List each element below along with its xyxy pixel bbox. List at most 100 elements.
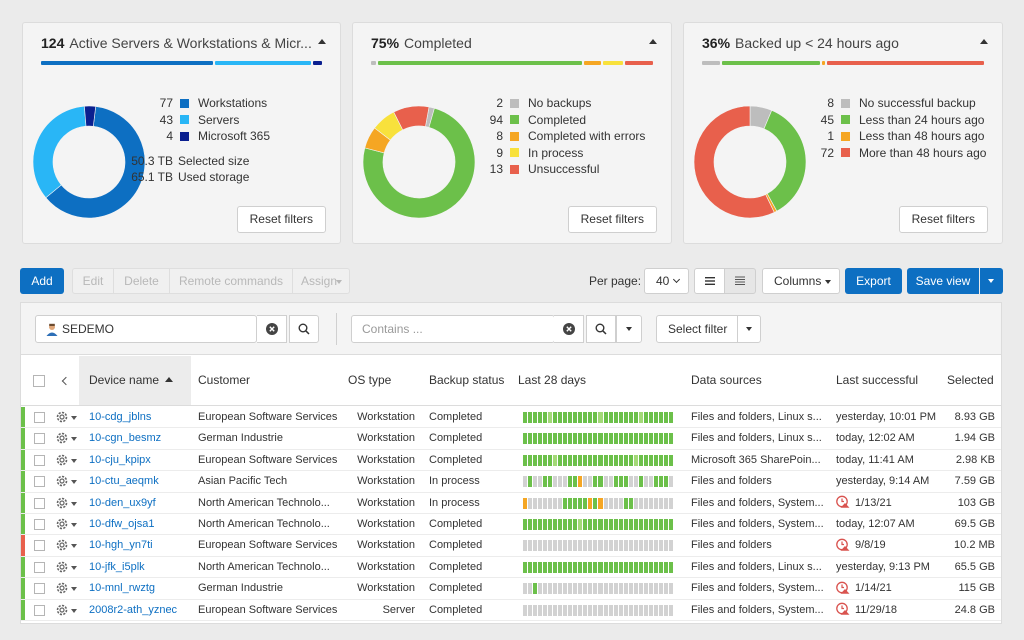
device-name-link[interactable]: 10-den_ux9yf — [89, 496, 156, 509]
gear-icon[interactable] — [55, 560, 69, 574]
column-customer[interactable]: Customer — [198, 373, 251, 387]
donut-slice-more-than-48-hours-ago[interactable] — [693, 105, 775, 219]
row-checkbox[interactable] — [34, 540, 45, 552]
contains-search-input[interactable]: Contains ... — [351, 315, 555, 343]
row-menu-chevron-icon[interactable] — [71, 522, 77, 527]
reset-filters-button[interactable]: Reset filters — [898, 206, 988, 233]
row-checkbox[interactable] — [34, 583, 45, 595]
gear-icon[interactable] — [55, 603, 69, 617]
row-menu-chevron-icon[interactable] — [71, 501, 77, 506]
reset-filters-button[interactable]: Reset filters — [236, 206, 326, 233]
list-view-toggle[interactable] — [694, 268, 725, 294]
column-selected[interactable]: Selected — [947, 373, 994, 387]
legend-item-less-than-24h[interactable]: 45 Less than 24 hours ago — [820, 112, 985, 127]
table-row[interactable]: 2008r2-ath_yznec European Software Servi… — [21, 599, 1001, 621]
gear-icon[interactable] — [55, 431, 69, 445]
last-28-days-history[interactable] — [523, 454, 673, 466]
legend-item-no-backups[interactable]: 2 No backups — [496, 96, 592, 111]
row-checkbox[interactable] — [34, 561, 45, 573]
remote-commands-button[interactable]: Remote commands — [169, 268, 293, 294]
row-checkbox[interactable] — [34, 518, 45, 530]
donut-slice-workstations[interactable] — [45, 106, 146, 219]
select-all-checkbox[interactable] — [33, 375, 45, 387]
gear-icon[interactable] — [55, 538, 69, 552]
reset-filters-button[interactable]: Reset filters — [567, 206, 657, 233]
device-name-link[interactable]: 10-mnl_rwztg — [89, 582, 156, 595]
last-28-days-history[interactable] — [523, 604, 673, 616]
collapse-icon[interactable] — [649, 39, 657, 44]
clear-search-button[interactable] — [554, 315, 584, 343]
table-row[interactable]: 10-hgh_yn7ti European Software Services … — [21, 535, 1001, 557]
last-28-days-history[interactable] — [523, 497, 673, 509]
row-checkbox[interactable] — [34, 476, 45, 488]
collapse-icon[interactable] — [980, 39, 988, 44]
donut-slice-servers[interactable] — [32, 105, 87, 199]
legend-item-unsuccessful[interactable]: 13 Unsuccessful — [489, 162, 600, 177]
row-menu-chevron-icon[interactable] — [71, 480, 77, 485]
row-menu-chevron-icon[interactable] — [71, 544, 77, 549]
legend-item-workstations[interactable]: 77 Workstations — [159, 96, 268, 111]
table-row[interactable]: 10-ctu_aeqmk Asian Pacific Tech Workstat… — [21, 471, 1001, 493]
row-menu-chevron-icon[interactable] — [71, 416, 77, 420]
donut-slice-microsoft-365[interactable] — [84, 105, 97, 127]
last-28-days-history[interactable] — [523, 561, 673, 573]
donut-slice-completed[interactable] — [362, 107, 476, 219]
customer-filter-field[interactable]: SEDEMO — [35, 315, 257, 343]
edit-button[interactable]: Edit — [72, 268, 114, 294]
last-28-days-history[interactable] — [523, 518, 673, 530]
search-options-button[interactable] — [616, 315, 642, 343]
legend-item-more-than-48h[interactable]: 72 More than 48 hours ago — [820, 145, 987, 160]
device-name-link[interactable]: 10-dfw_ojsa1 — [89, 517, 155, 530]
legend-item-no-successful-backup[interactable]: 8 No successful backup — [827, 96, 976, 111]
table-row[interactable]: 10-den_ux9yf North American Technolo... … — [21, 492, 1001, 514]
row-menu-chevron-icon[interactable] — [71, 437, 77, 442]
gear-icon[interactable] — [55, 453, 69, 467]
column-last-28-days[interactable]: Last 28 days — [518, 373, 587, 387]
table-row[interactable]: 10-cju_kpipx European Software Services … — [21, 449, 1001, 472]
device-name-link[interactable]: 10-ctu_aeqmk — [89, 475, 159, 488]
legend-item-less-than-48h[interactable]: 1 Less than 48 hours ago — [827, 129, 985, 144]
add-button[interactable]: Add — [20, 268, 64, 294]
legend-item-servers[interactable]: 43 Servers — [159, 112, 240, 127]
chevron-left-icon[interactable] — [61, 376, 71, 386]
select-filter-menu-button[interactable] — [737, 315, 761, 343]
legend-item-microsoft-365[interactable]: 4 Microsoft 365 — [166, 129, 271, 144]
device-name-link[interactable]: 10-cdg_jblns — [89, 411, 152, 423]
legend-item-completed[interactable]: 94 Completed — [489, 112, 587, 127]
gear-icon[interactable] — [55, 517, 69, 531]
column-backup-status[interactable]: Backup status — [429, 373, 505, 387]
donut-slice-unsuccessful[interactable] — [393, 105, 430, 131]
device-name-link[interactable]: 10-hgh_yn7ti — [89, 539, 153, 552]
device-name-link[interactable]: 10-jfk_i5plk — [89, 560, 145, 573]
column-last-successful[interactable]: Last successful — [836, 373, 919, 387]
device-name-link[interactable]: 10-cju_kpipx — [89, 453, 151, 466]
last-28-days-history[interactable] — [523, 476, 673, 488]
row-menu-chevron-icon[interactable] — [71, 458, 77, 463]
column-data-sources[interactable]: Data sources — [691, 373, 762, 387]
save-view-menu-button[interactable] — [980, 268, 1003, 294]
gear-icon[interactable] — [55, 410, 69, 424]
table-row[interactable]: 10-cdg_jblns European Software Services … — [21, 407, 1001, 429]
clear-customer-button[interactable] — [257, 315, 287, 343]
table-row[interactable]: 10-jfk_i5plk North American Technolo... … — [21, 556, 1001, 579]
last-28-days-history[interactable] — [523, 412, 673, 423]
column-device-name[interactable]: Device name — [79, 356, 191, 405]
last-28-days-history[interactable] — [523, 433, 673, 445]
table-row[interactable]: 10-cgn_besmz German Industrie Workstatio… — [21, 428, 1001, 450]
assign-button[interactable]: Assign — [292, 268, 350, 294]
table-row[interactable]: 10-mnl_rwztg German Industrie Workstatio… — [21, 578, 1001, 600]
row-menu-chevron-icon[interactable] — [71, 587, 77, 592]
legend-item-completed-with-errors[interactable]: 8 Completed with errors — [496, 129, 646, 144]
row-checkbox[interactable] — [34, 604, 45, 616]
row-menu-chevron-icon[interactable] — [71, 565, 77, 570]
device-name-link[interactable]: 10-cgn_besmz — [89, 432, 162, 445]
row-checkbox[interactable] — [34, 433, 45, 445]
per-page-select[interactable]: 40 — [644, 268, 689, 294]
row-menu-chevron-icon[interactable] — [71, 608, 77, 613]
row-checkbox[interactable] — [34, 454, 45, 466]
table-row[interactable]: 10-dfw_ojsa1 North American Technolo... … — [21, 513, 1001, 536]
column-os-type[interactable]: OS type — [348, 373, 392, 387]
gear-icon[interactable] — [55, 474, 69, 488]
search-customer-button[interactable] — [289, 315, 319, 343]
legend-item-in-process[interactable]: 9 In process — [496, 145, 584, 160]
